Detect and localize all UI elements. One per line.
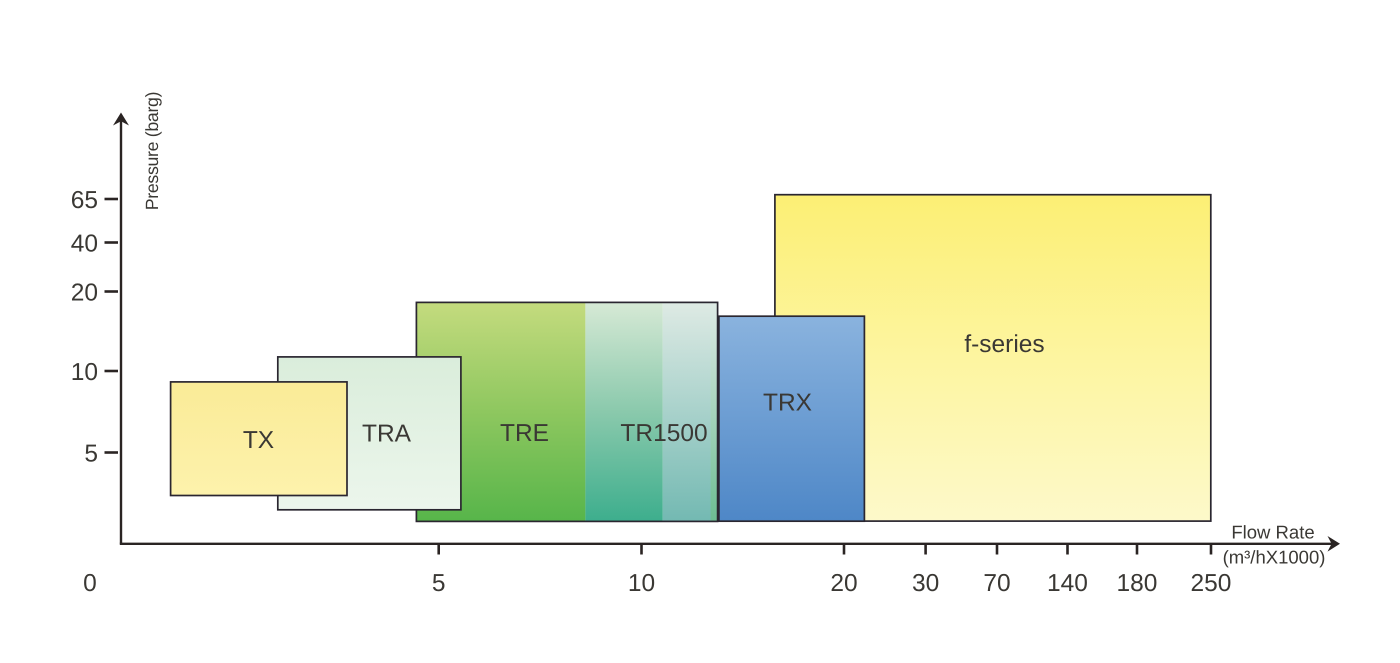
svg-text:5: 5 xyxy=(84,441,98,468)
svg-text:5: 5 xyxy=(432,570,446,597)
svg-text:Flow Rate: Flow Rate xyxy=(1231,522,1314,543)
svg-text:20: 20 xyxy=(830,570,857,597)
svg-text:70: 70 xyxy=(983,570,1010,597)
svg-text:10: 10 xyxy=(628,570,655,597)
svg-text:TX: TX xyxy=(243,427,274,454)
svg-text:140: 140 xyxy=(1047,570,1088,597)
svg-text:TR1500: TR1500 xyxy=(620,420,707,447)
svg-text:180: 180 xyxy=(1117,570,1158,597)
svg-text:250: 250 xyxy=(1191,570,1232,597)
svg-text:20: 20 xyxy=(71,280,98,307)
svg-text:f-series: f-series xyxy=(964,331,1044,358)
svg-text:(m³/hX1000): (m³/hX1000) xyxy=(1223,547,1326,568)
svg-text:0: 0 xyxy=(83,570,97,597)
svg-text:TRX: TRX xyxy=(763,390,812,417)
svg-text:30: 30 xyxy=(912,570,939,597)
svg-text:40: 40 xyxy=(71,231,98,258)
svg-text:TRE: TRE xyxy=(500,420,549,447)
svg-text:10: 10 xyxy=(71,359,98,386)
svg-text:TRA: TRA xyxy=(362,421,412,448)
svg-text:65: 65 xyxy=(71,187,98,214)
svg-text:Pressure (barg): Pressure (barg) xyxy=(142,92,162,210)
